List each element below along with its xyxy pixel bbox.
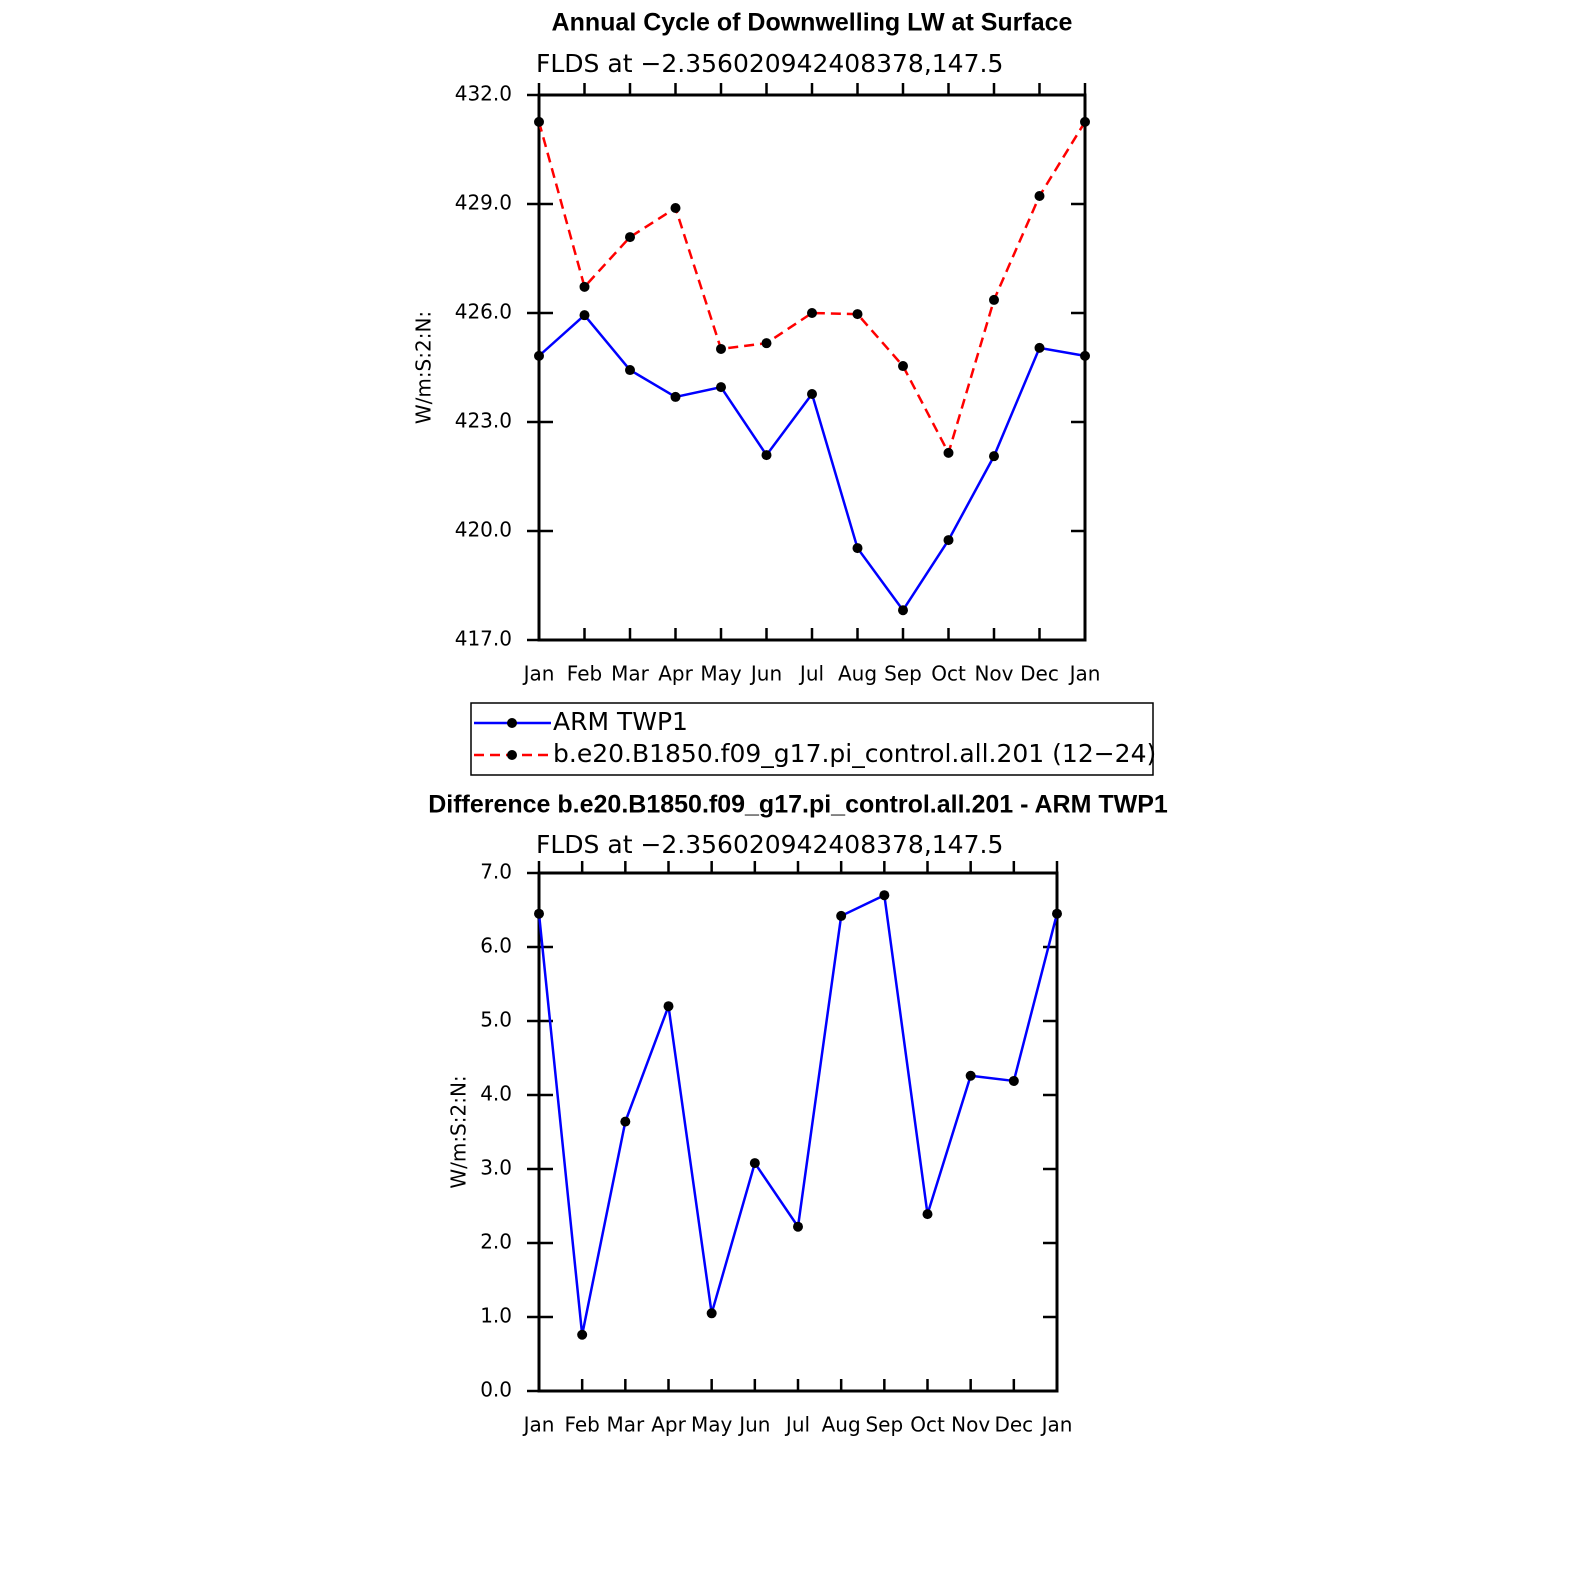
marker [577,1329,588,1340]
marker [989,294,999,305]
marker [943,535,954,546]
marker [989,451,999,462]
marker [761,338,772,349]
x-tick-label: Nov [951,1413,990,1437]
marker [534,908,544,919]
x-tick-label: Sep [865,1413,903,1437]
x-tick-label: May [700,662,742,686]
y-tick-label: 432.0 [455,82,512,106]
y-tick-label: 423.0 [455,409,512,433]
marker [670,391,681,402]
x-tick-label: Jan [1068,662,1101,686]
x-tick-label: Oct [931,662,966,686]
legend-box [470,702,1154,776]
marker [807,308,817,318]
series-line [537,893,1059,1336]
marker [716,382,726,393]
y-tick-label: 429.0 [455,191,512,215]
marker [625,365,635,376]
y-tick-label: 1.0 [480,1304,512,1328]
x-tick-label: Apr [651,1413,686,1437]
x-tick-label: Jul [784,1413,810,1437]
marker [620,1116,631,1127]
x-tick-label: Oct [910,1413,945,1437]
y-tick-label: 0.0 [480,1378,512,1402]
legend-label: b.e20.B1850.f09_g17.pi_control.all.201 (… [553,739,1156,768]
marker [1008,1075,1019,1086]
y-tick-label: 4.0 [480,1082,512,1106]
plot-frame [537,93,1087,642]
marker [922,1209,933,1220]
marker [1080,116,1090,127]
x-tick-label: Jul [798,662,824,686]
chart-title: Difference b.e20.B1850.f09_g17.pi_contro… [428,791,1168,819]
y-tick-label: 6.0 [480,934,512,958]
marker [749,1158,760,1169]
chart-subtitle: FLDS at −2.356020942408378,147.5 [536,830,1003,859]
x-tick-label: Mar [606,1413,645,1437]
y-tick-label: 2.0 [480,1230,512,1254]
y-tick-label: 417.0 [455,627,512,651]
marker [579,310,590,321]
x-tick-label: Jun [749,662,782,686]
marker [534,116,544,127]
marker [879,890,890,901]
marker [836,910,847,921]
marker [625,232,635,243]
x-tick-label: Jan [522,662,555,686]
marker [898,605,908,616]
x-tick-label: May [691,1413,733,1437]
x-tick-label: Jan [522,1413,555,1437]
legend-label: ARM TWP1 [553,707,688,736]
marker [852,309,863,320]
marker [706,1308,717,1319]
x-tick-label: Nov [974,662,1013,686]
x-tick-label: Jun [737,1413,770,1437]
chart-subtitle: FLDS at −2.356020942408378,147.5 [536,49,1003,78]
y-tick-label: 7.0 [480,860,512,884]
marker [898,361,908,372]
legend-marker [507,718,517,728]
y-tick-label: 3.0 [480,1156,512,1180]
marker [807,389,817,400]
chart-title: Annual Cycle of Downwelling LW at Surfac… [552,9,1073,37]
marker [852,543,863,554]
marker [1052,908,1062,919]
y-tick-label: 420.0 [455,518,512,542]
marker [761,450,772,461]
marker [1034,342,1045,353]
series-line [537,121,1087,457]
series-line [538,313,1086,613]
marker [534,350,544,361]
x-tick-label: Feb [564,1413,599,1437]
marker [1034,191,1045,202]
x-tick-label: Sep [884,662,922,686]
plot-frame [537,871,1059,1393]
marker [965,1070,976,1081]
marker [943,447,954,458]
marker [1080,350,1090,361]
marker [663,1001,674,1012]
marker [716,343,726,354]
x-tick-label: Mar [611,662,650,686]
marker [579,281,590,292]
x-tick-label: Dec [1020,662,1059,686]
x-tick-label: Dec [994,1413,1033,1437]
x-tick-label: Jan [1040,1413,1073,1437]
y-axis-label: W/m:S:2:N: [447,1075,471,1188]
y-axis-label: W/m:S:2:N: [412,311,436,424]
x-tick-label: Aug [838,662,877,686]
x-tick-label: Aug [822,1413,861,1437]
y-tick-label: 5.0 [480,1008,512,1032]
legend-marker [507,750,517,760]
marker [793,1221,803,1232]
y-tick-label: 426.0 [455,300,512,324]
x-tick-label: Feb [567,662,602,686]
marker [670,202,681,213]
x-tick-label: Apr [658,662,693,686]
